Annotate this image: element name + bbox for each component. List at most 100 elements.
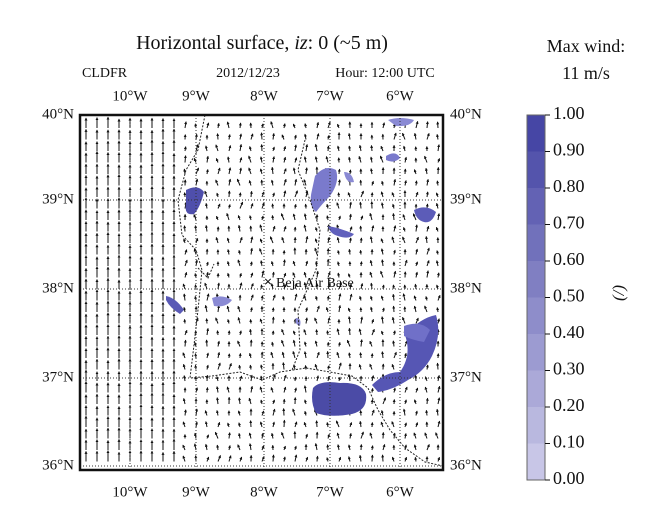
wind-arrow (316, 270, 319, 278)
wind-arrow (369, 306, 373, 313)
wind-arrow (349, 283, 353, 290)
wind-arrow (259, 421, 263, 428)
wind-arrow (402, 408, 406, 416)
wind-arrow (404, 422, 407, 428)
wind-arrow (227, 272, 230, 278)
wind-arrow (437, 374, 441, 382)
wind-arrow (272, 399, 276, 405)
wind-arrow (392, 340, 396, 347)
wind-arrow (315, 295, 318, 301)
wind-arrow (348, 248, 352, 255)
wind-arrow (217, 421, 221, 428)
wind-arrow (435, 192, 439, 198)
wind-arrow (182, 352, 186, 359)
wind-arrow (272, 408, 276, 416)
wind-arrow (424, 155, 428, 163)
wind-arrow (391, 421, 395, 428)
wind-arrow (272, 156, 276, 163)
wind-arrow (238, 422, 241, 428)
wind-arrow (370, 144, 374, 152)
wind-arrow (261, 202, 265, 209)
wind-arrow (436, 307, 440, 313)
wind-arrow (248, 167, 252, 175)
wind-arrow (182, 455, 186, 462)
wind-arrow (436, 272, 440, 278)
wind-arrow (228, 178, 232, 186)
lon-label-bottom: 7°W (316, 484, 344, 500)
wind-arrow (336, 236, 340, 244)
wind-arrow (369, 363, 373, 370)
wind-arrow (281, 339, 285, 347)
wind-arrow (236, 178, 241, 186)
wind-arrow (436, 284, 439, 290)
wind-arrow (379, 155, 384, 163)
wind-arrow (249, 318, 253, 324)
wind-arrow (437, 420, 441, 428)
wind-arrow (217, 362, 221, 370)
wind-arrow (259, 386, 263, 393)
wind-arrow (271, 203, 275, 209)
wind-arrow (228, 455, 232, 462)
wind-arrow (239, 272, 242, 278)
wind-arrow (314, 143, 318, 152)
wind-arrow (205, 261, 209, 267)
wind-arrow (294, 282, 298, 290)
wind-arrow (415, 271, 419, 278)
wind-arrow (413, 305, 417, 313)
wind-arrow (426, 443, 430, 451)
wind-arrow (338, 293, 342, 301)
wind-arrow (183, 238, 186, 244)
wind-arrow (271, 341, 275, 347)
lat-label-right: 40°N (450, 106, 482, 122)
wind-arrow (239, 236, 243, 244)
wind-arrow (413, 399, 417, 405)
wind-arrow (380, 295, 384, 301)
wind-arrow (182, 397, 186, 405)
lat-label-left: 38°N (42, 280, 74, 296)
wind-arrow (305, 190, 309, 198)
wind-arrow (270, 351, 274, 359)
colorbar-tick-label: 0.10 (553, 432, 585, 452)
field-label: CLDFR (82, 66, 128, 81)
wind-arrow (283, 190, 287, 198)
wind-arrow (316, 351, 320, 359)
wind-arrow (326, 330, 330, 336)
colorbar-segment (527, 224, 545, 261)
wind-arrow (349, 422, 353, 428)
wind-arrow (249, 307, 253, 313)
colorbar-tick-label: 0.70 (553, 213, 585, 233)
wind-arrow (239, 201, 244, 209)
wind-arrow (404, 399, 407, 405)
wind-arrow (204, 304, 208, 313)
wind-arrow (348, 145, 352, 152)
wind-arrow (214, 431, 219, 439)
wind-arrow (435, 226, 439, 232)
wind-arrow (294, 421, 298, 428)
wind-arrow (182, 421, 186, 428)
wind-arrow (282, 456, 286, 462)
wind-arrow (283, 145, 287, 152)
wind-arrow (335, 420, 340, 428)
wind-arrow (336, 351, 340, 359)
wind-arrow (183, 375, 187, 382)
wind-arrow (380, 409, 384, 416)
wind-arrow (272, 421, 276, 428)
wind-arrow (183, 339, 187, 347)
wind-arrow (259, 156, 263, 163)
wind-arrow (227, 134, 231, 140)
wind-arrow (358, 144, 362, 152)
wind-arrow (425, 296, 429, 301)
wind-arrow (292, 123, 296, 129)
wind-arrow (413, 432, 417, 439)
wind-arrow (227, 203, 231, 209)
wind-arrow (226, 121, 230, 129)
wind-arrow (336, 202, 340, 209)
wind-arrow (206, 456, 210, 462)
wind-arrow (336, 145, 340, 152)
wind-arrow (304, 410, 307, 416)
wind-arrow (195, 237, 199, 244)
wind-arrow (248, 432, 252, 439)
wind-arrow (371, 375, 375, 382)
wind-arrow (305, 317, 309, 324)
wind-arrow (404, 456, 408, 462)
